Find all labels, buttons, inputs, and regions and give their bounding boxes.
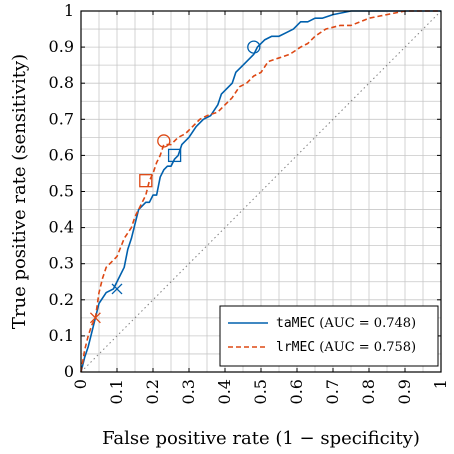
x-tick-label: 0.2 [143, 379, 162, 404]
x-tick-label: 0.6 [287, 379, 306, 404]
legend: taMEC (AUC = 0.748)lrMEC (AUC = 0.758) [219, 305, 439, 367]
y-tick-label: 0.2 [49, 290, 74, 309]
x-tick-label: 0.8 [359, 379, 378, 404]
y-tick-label: 0 [64, 362, 74, 381]
marker-circle-taMEC [247, 40, 261, 54]
y-tick-label: 0.3 [49, 254, 74, 273]
axis-ticks: 0 0.1 0.2 0.3 0.4 0.5 0.6 0.7 0.8 0.9 1 0 0.1 0.2 0.3 0… [49, 1, 450, 404]
marker-square-taMEC [167, 148, 182, 163]
x-tick-label: 0.9 [395, 379, 414, 404]
marker-cross-lrMEC [89, 312, 101, 324]
series-markers [89, 40, 261, 324]
legend-box [219, 305, 439, 367]
marker-cross-stroke [111, 283, 123, 295]
x-tick-label: 0 [71, 379, 90, 389]
marker-square-lrMEC [139, 174, 153, 188]
y-tick-label: 0.7 [49, 109, 74, 128]
y-tick-label: 0.1 [49, 326, 74, 345]
y-axis-label: True positive rate (sensitivity) [9, 54, 30, 329]
legend-label-taMEC: taMEC (AUC = 0.748) [276, 316, 416, 331]
legend-auc: (AUC = 0.748) [315, 316, 416, 331]
legend-label-lrMEC: lrMEC (AUC = 0.758) [276, 340, 416, 355]
y-tick-label: 0.6 [49, 145, 74, 164]
marker-circle-lrMEC [157, 134, 171, 148]
legend-series-name: taMEC [276, 316, 315, 331]
marker-cross-stroke [89, 312, 101, 324]
series-line-taMEC [80, 10, 441, 373]
x-tick-label: 0.7 [323, 379, 342, 404]
x-tick-label: 0.5 [251, 379, 270, 404]
series-line-lrMEC [80, 10, 441, 373]
x-tick-label: 0.4 [215, 379, 234, 404]
y-tick-label: 0.5 [49, 182, 74, 201]
x-axis-label: False positive rate (1 − specificity) [102, 428, 420, 449]
legend-auc: (AUC = 0.758) [315, 340, 416, 355]
y-tick-label: 1 [64, 1, 74, 20]
series-lines [80, 10, 441, 373]
x-tick-label: 0.1 [107, 379, 126, 404]
y-tick-label: 0.4 [49, 218, 74, 237]
x-tick-label: 0.3 [179, 379, 198, 404]
legend-series-name: lrMEC [276, 340, 315, 355]
y-tick-label: 0.8 [49, 73, 74, 92]
marker-cross-taMEC [111, 283, 123, 295]
y-tick-label: 0.9 [49, 37, 74, 56]
x-tick-label: 1 [431, 379, 450, 389]
